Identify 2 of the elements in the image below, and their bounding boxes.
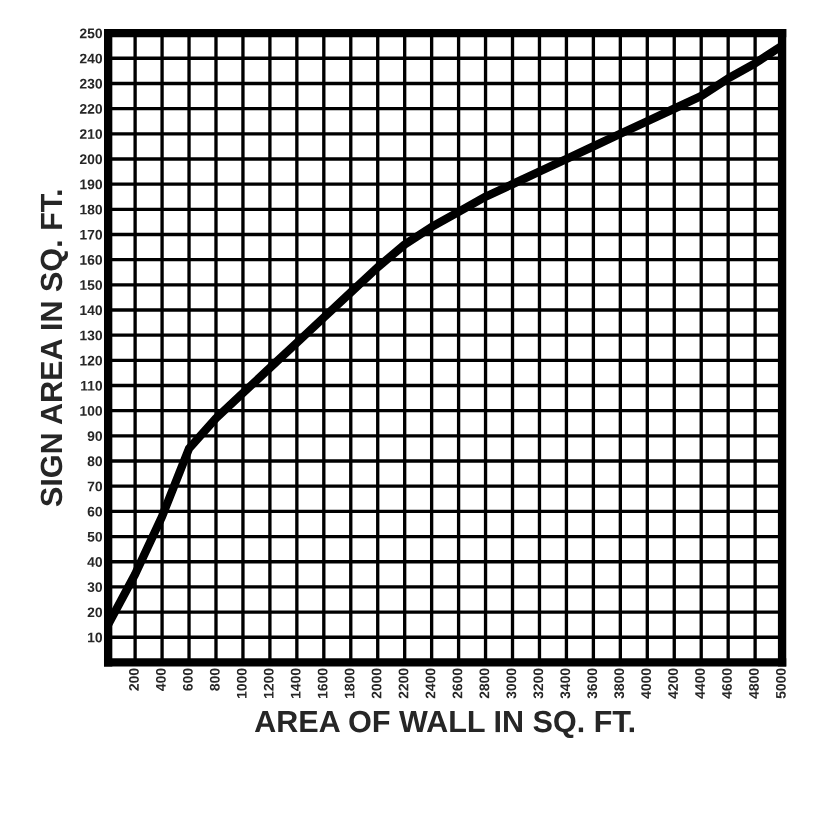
y-axis-title: SIGN AREA IN SQ. FT.	[40, 190, 68, 507]
x-axis-title: AREA OF WALL IN SQ. FT.	[254, 710, 634, 739]
